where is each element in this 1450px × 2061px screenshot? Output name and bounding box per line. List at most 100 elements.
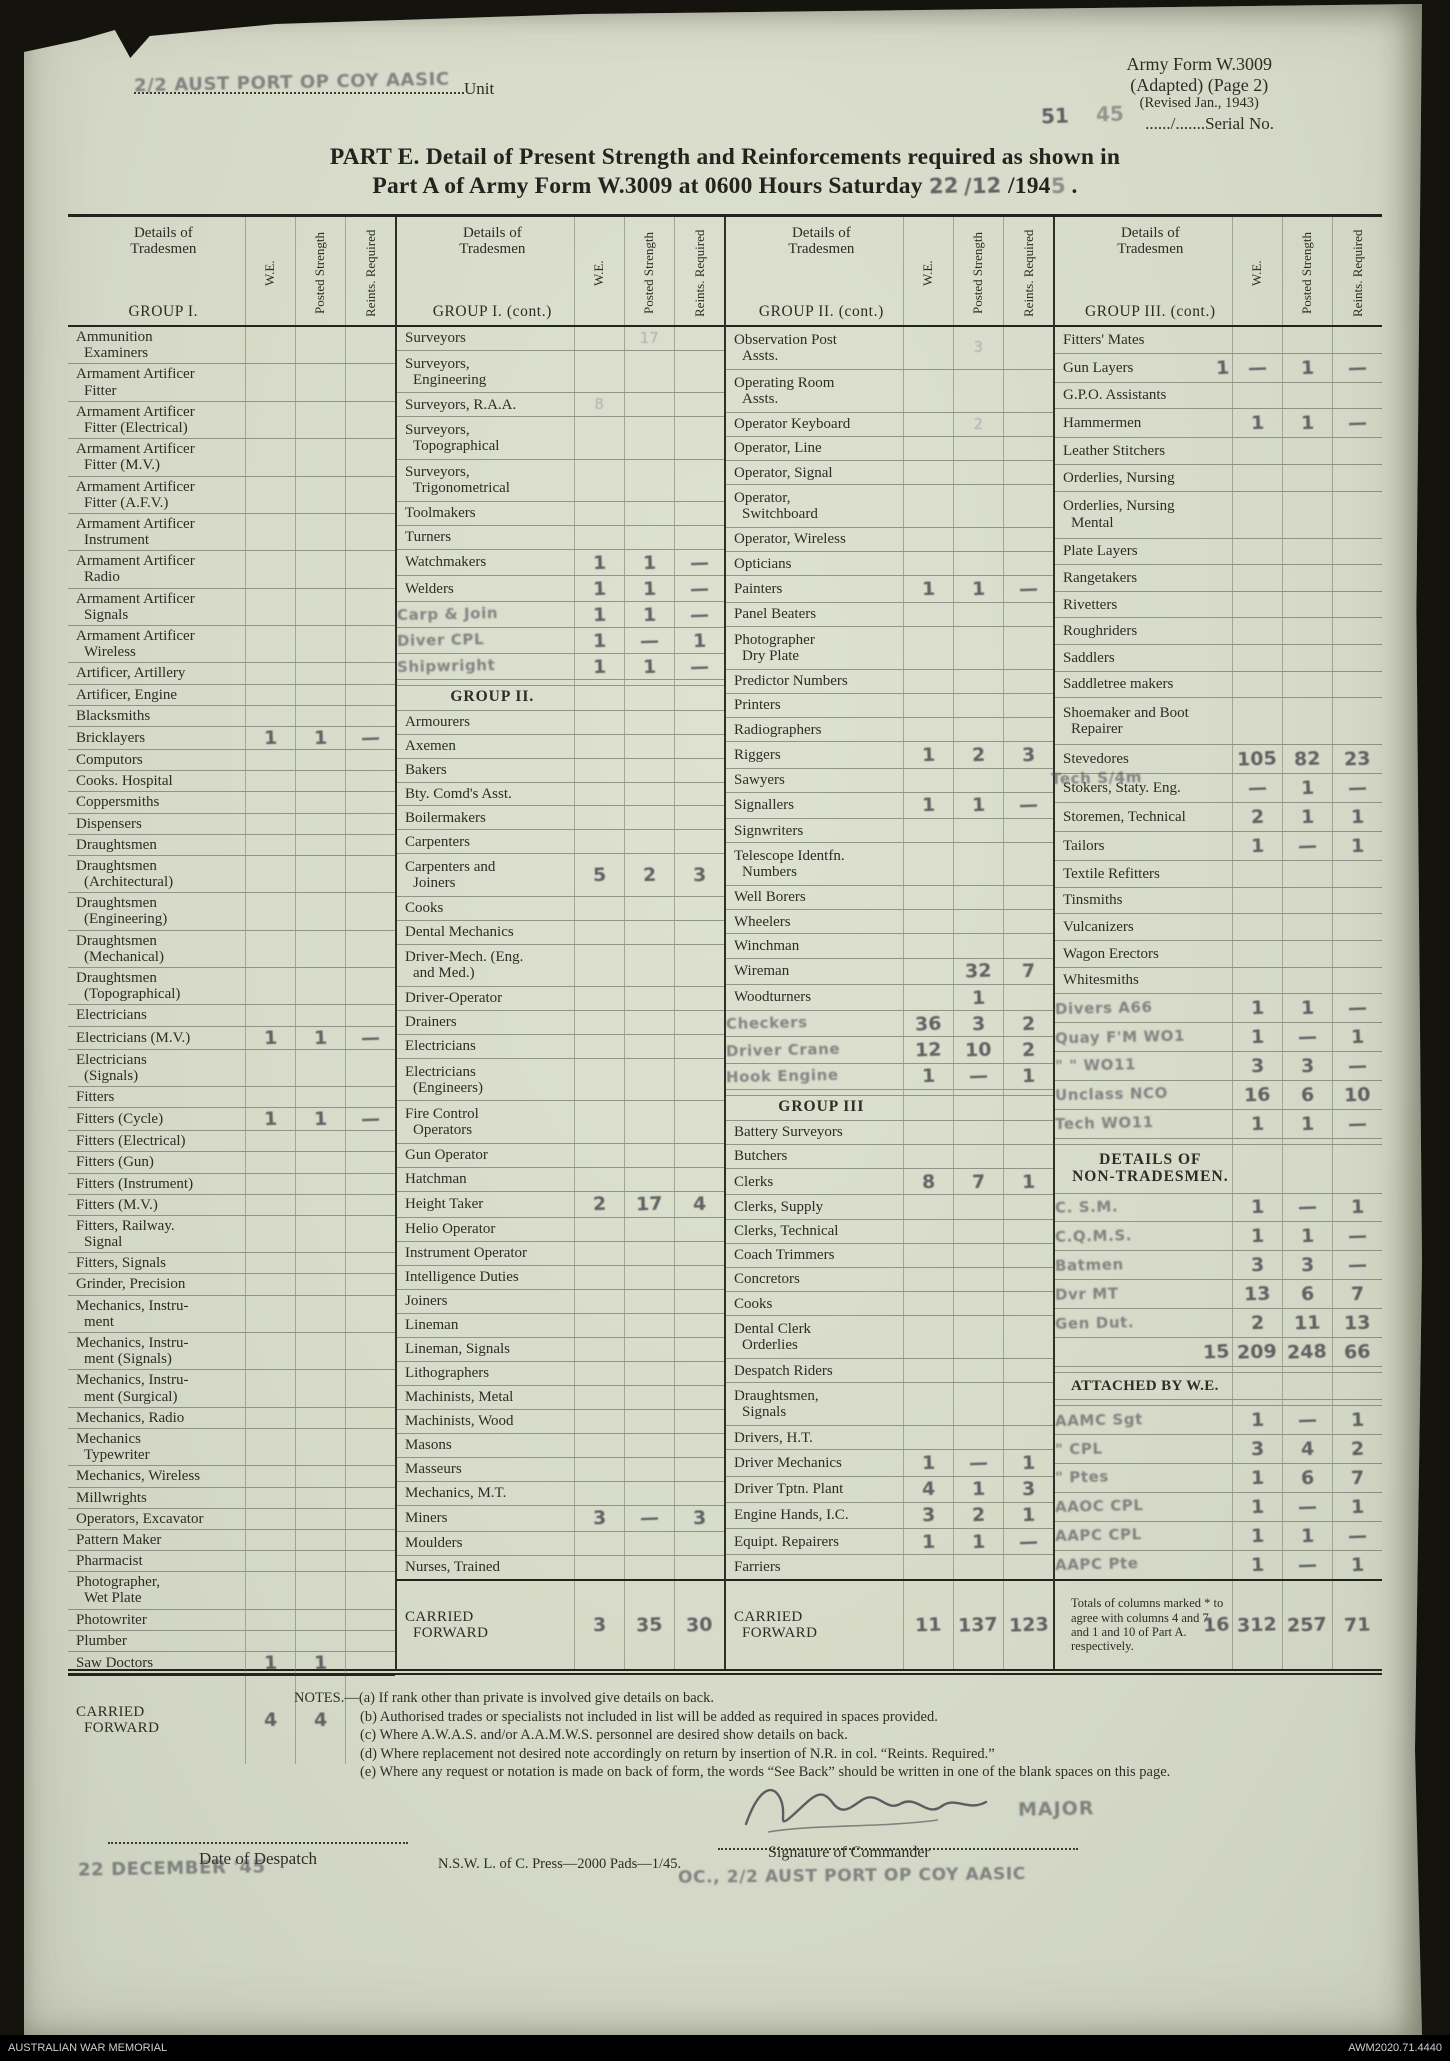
tradesman-label-cell: " " WO11 (1055, 1051, 1233, 1082)
tradesman-label-cell: C. S.M. (1055, 1193, 1233, 1223)
tradesman-label-cell: Rangetakers (1055, 564, 1233, 592)
trade-label: Farriers (734, 1559, 781, 1576)
column-header-posted-strength-label: Posted Strength (312, 232, 328, 315)
tradesman-label-cell: Signwriters (726, 818, 904, 844)
tradesman-label-cell: Hammermen (1055, 408, 1233, 439)
reints-required-value-cell (1331, 913, 1382, 941)
we-value-cell (244, 855, 296, 894)
column-header-reints-required: Reints. Required (673, 217, 724, 328)
table-row: AAPC Pte 1 — 1 (1055, 1550, 1382, 1581)
posted-strength-value-cell: — (623, 1505, 675, 1532)
handwritten-value: — (1018, 794, 1039, 817)
handwritten-value: 6 (1300, 1283, 1315, 1306)
tradesman-label-cell: Telescope Identfn. Numbers (726, 842, 904, 886)
trade-label: Operator, Signal (734, 464, 833, 481)
tradesman-label-cell: Operator Keyboard (726, 412, 904, 437)
we-value-cell (902, 717, 954, 743)
tradesman-label-cell: Panel Beaters (726, 602, 904, 627)
table-row: CARRIED FORWARD 11 137 123 (726, 1579, 1053, 1670)
group-header-label: GROUP II. (450, 688, 535, 706)
we-value-cell (902, 1089, 954, 1096)
tradesman-label-cell: Toolmakers (397, 501, 575, 527)
we-value-cell (1231, 564, 1283, 592)
awm-bar-right: AWM2020.71.4440 (1348, 2042, 1442, 2054)
table-row: Bty. Comd's Asst. (397, 782, 724, 807)
trade-label: Driver Tptn. Plant (734, 1481, 844, 1498)
reints-required-value-cell: 1 (673, 627, 724, 655)
handwritten-value: 1 (971, 986, 986, 1009)
reints-required-value-cell: 1 (1331, 831, 1382, 862)
table-row: Mechanics, Instru- ment (68, 1295, 395, 1334)
column-header-reints-required-label: Reints. Required (1349, 229, 1365, 317)
table-row: Fitters, Signals (68, 1252, 395, 1275)
reints-required-value-cell (1331, 464, 1382, 492)
table-row (1055, 1138, 1382, 1146)
table-row: Joiners (397, 1289, 724, 1314)
table-row: Opticians (726, 551, 1053, 577)
reints-required-value-cell (673, 1433, 724, 1458)
reints-required-value-cell (344, 550, 395, 589)
trade-label: Mechanics, Instru- ment (Surgical) (76, 1372, 189, 1405)
table-row: Winchman (726, 933, 1053, 959)
posted-strength-value-cell (294, 705, 346, 727)
we-value-cell (573, 685, 625, 711)
handwritten-value: 30 (685, 1613, 714, 1637)
column-header-we: W.E. (1231, 217, 1283, 328)
handwritten-value: 1 (921, 794, 936, 817)
posted-strength-value-cell (294, 1215, 346, 1254)
table-row: Hook Engine 1 — 1 (726, 1063, 1053, 1091)
posted-strength-value-cell: 1 (1281, 802, 1333, 833)
we-value-cell (573, 1100, 625, 1144)
trade-label: Carpenters (405, 833, 470, 850)
table-row: C. S.M. 1 — 1 (1055, 1193, 1382, 1223)
we-value-cell: 3 (573, 1579, 625, 1670)
tradesman-label-cell: Radiographers (726, 717, 904, 743)
handwritten-value: 1 (1250, 1025, 1265, 1049)
posted-strength-value-cell (1281, 1138, 1333, 1146)
we-value-cell: 4 (902, 1476, 954, 1503)
posted-strength-value-cell: 1 (1281, 993, 1333, 1024)
reints-required-value-cell: — (1331, 1051, 1382, 1082)
posted-strength-value-cell (952, 933, 1004, 959)
posted-strength-value-cell (623, 1058, 675, 1102)
table-row: Fitters (Electrical) (68, 1130, 395, 1153)
trade-label: Saddlers (1063, 649, 1115, 666)
table-section-group-2-cont: Details of Tradesmen GROUP II. (cont.) W.E… (724, 217, 1053, 1670)
reints-required-value-cell (1331, 1399, 1382, 1407)
posted-strength-value-cell (1281, 913, 1333, 941)
trade-label: Storemen, Technical (1063, 809, 1186, 826)
trade-label: Fitters (Cycle) (76, 1111, 164, 1128)
handwritten-value: 71 (1343, 1613, 1372, 1637)
trade-label: Fitters (76, 1088, 115, 1105)
reints-required-value-cell (344, 1273, 395, 1296)
posted-strength-value-cell: 7 (952, 1168, 1004, 1196)
tradesman-label-cell: Farriers (726, 1554, 904, 1581)
reints-required-value-cell (673, 459, 724, 503)
we-value-cell (902, 626, 954, 670)
signature-block: Date of Despatch 22 DECEMBER '45 N.S.W. … (68, 1788, 1382, 1980)
tradesman-label-cell (1055, 1366, 1233, 1374)
we-value-cell (902, 1358, 954, 1384)
tradesman-label-cell: Nurses, Trained (397, 1555, 575, 1581)
table-row: Miners 3 — 3 (397, 1505, 724, 1532)
we-value-cell (1231, 382, 1283, 410)
unit-dotted-line (134, 78, 464, 94)
we-value-cell (244, 1487, 296, 1509)
tradesman-label-cell: Electricians (Engineers) (397, 1058, 575, 1102)
posted-strength-value-cell: 1 (952, 984, 1004, 1012)
tradesman-label-cell: C.Q.M.S. (1055, 1221, 1233, 1252)
tradesman-label-cell: Sawyers (726, 768, 904, 793)
posted-strength-value-cell: 4 (294, 1674, 346, 1765)
column-header-we-label: W.E. (1249, 260, 1265, 286)
table-row: Bricklayers 1 1 — (68, 726, 395, 750)
we-value-cell (902, 1315, 954, 1360)
reints-required-value-cell (673, 1555, 724, 1581)
posted-strength-value-cell (294, 1571, 346, 1610)
posted-strength-value-cell: 1 (1281, 1109, 1333, 1139)
tradesman-label-cell: Orderlies, Nursing Mental (1055, 491, 1233, 539)
reints-required-value-cell (344, 1407, 395, 1429)
tradesman-label-cell: Moulders (397, 1531, 575, 1556)
table-row: Lineman, Signals (397, 1337, 724, 1362)
trade-label: Photographer, Wet Plate (76, 1574, 160, 1607)
reints-required-value-cell: 13 (1331, 1308, 1382, 1339)
